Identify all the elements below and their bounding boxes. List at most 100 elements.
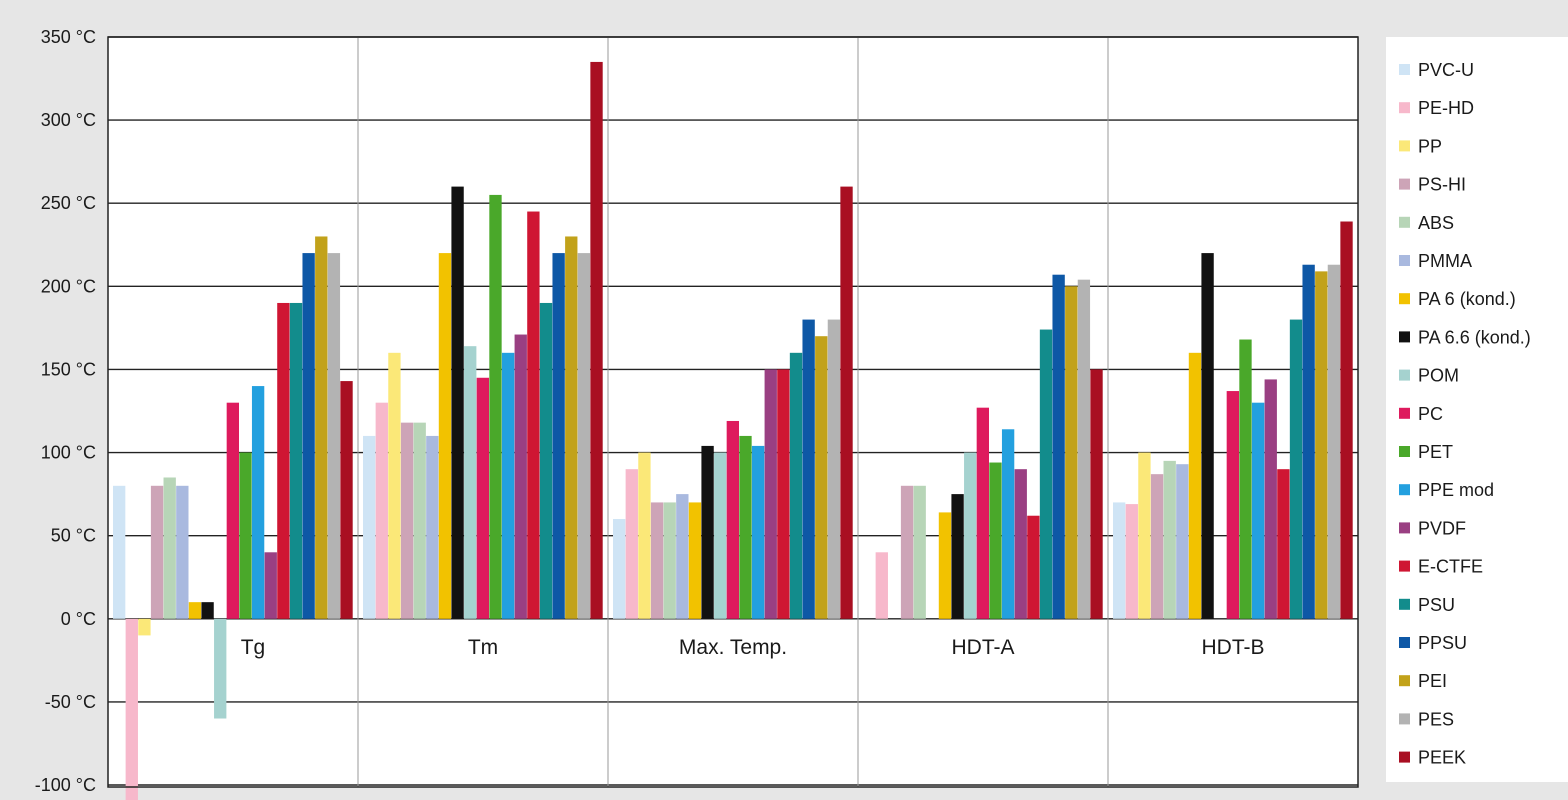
legend-label: ABS	[1418, 213, 1454, 233]
bar	[150, 485, 164, 619]
bar	[1315, 271, 1328, 619]
bar	[789, 352, 803, 619]
legend-swatch	[1399, 598, 1410, 610]
bar	[1150, 474, 1164, 619]
bars	[113, 61, 1353, 800]
y-tick-label: 100 °C	[41, 443, 96, 463]
bar	[214, 618, 227, 719]
bar	[302, 253, 315, 619]
bar	[1052, 274, 1065, 619]
bar	[1039, 329, 1053, 619]
bar	[714, 452, 727, 619]
bar	[539, 302, 553, 619]
legend-box	[1386, 37, 1568, 782]
legend-label: PVC-U	[1418, 60, 1474, 80]
legend-label: PPE mod	[1418, 480, 1494, 500]
bar	[125, 618, 138, 800]
bar	[638, 452, 651, 619]
bar	[1239, 339, 1252, 619]
bar	[1226, 391, 1240, 619]
category-label: HDT-B	[1202, 636, 1265, 659]
y-tick-label: 250 °C	[41, 193, 96, 213]
bar	[938, 512, 952, 619]
bar	[1277, 469, 1290, 619]
bar	[650, 502, 664, 619]
bar	[277, 302, 290, 619]
legend-label: E-CTFE	[1418, 557, 1483, 577]
legend-swatch	[1399, 140, 1410, 152]
bar	[413, 422, 426, 619]
bar	[163, 477, 176, 619]
legend-swatch	[1399, 293, 1410, 305]
bar	[1065, 286, 1078, 619]
legend-label: PEI	[1418, 671, 1447, 691]
x-axis-categories: Tg Tm Max. Temp. HDT-A HDT-B	[241, 636, 1265, 659]
legend-swatch	[1399, 407, 1410, 419]
y-tick-label: -50 °C	[45, 692, 96, 712]
bar	[989, 462, 1002, 619]
bar	[1302, 264, 1315, 619]
bar	[289, 302, 303, 619]
bar	[913, 485, 926, 619]
bar	[613, 519, 626, 619]
bar	[900, 485, 914, 619]
bar	[375, 402, 388, 619]
bar	[138, 618, 151, 636]
bar	[1163, 460, 1176, 619]
category-label: Tm	[468, 636, 498, 659]
bar	[340, 381, 353, 619]
bar	[239, 452, 252, 619]
bar	[527, 211, 540, 619]
bar	[1027, 515, 1040, 619]
legend-swatch	[1399, 713, 1410, 725]
legend-label: PMMA	[1418, 251, 1472, 271]
bar	[1327, 264, 1341, 619]
y-tick-label: 0 °C	[61, 609, 96, 629]
legend-swatch	[1399, 560, 1410, 572]
bar	[964, 452, 977, 619]
y-tick-label: 350 °C	[41, 27, 96, 47]
y-tick-label: 50 °C	[51, 526, 96, 546]
bar	[251, 386, 265, 619]
bar	[489, 194, 502, 619]
legend-label: PET	[1418, 442, 1453, 462]
legend-label: POM	[1418, 366, 1459, 386]
legend-swatch	[1399, 216, 1410, 228]
legend-swatch	[1399, 484, 1410, 496]
bar	[476, 377, 490, 619]
bar	[739, 435, 752, 619]
bar	[426, 435, 439, 619]
bar	[751, 445, 765, 619]
bar	[1264, 379, 1277, 619]
bar	[315, 236, 328, 619]
y-tick-label: 200 °C	[41, 276, 96, 296]
category-label: Tg	[241, 636, 266, 659]
bar	[1014, 469, 1027, 619]
legend-swatch	[1399, 331, 1410, 343]
y-tick-label: 300 °C	[41, 110, 96, 130]
legend-swatch	[1399, 675, 1410, 687]
bar	[1289, 319, 1303, 619]
legend-label: PE-HD	[1418, 98, 1474, 118]
bar	[327, 253, 341, 619]
legend-swatch	[1399, 522, 1410, 534]
bar	[438, 253, 452, 619]
bar	[176, 485, 189, 619]
bar	[951, 494, 964, 619]
y-tick-label: 150 °C	[41, 359, 96, 379]
bar	[1176, 464, 1189, 619]
legend-label: PEEK	[1418, 748, 1466, 768]
bar	[501, 352, 515, 619]
bar	[1077, 279, 1091, 619]
bar	[590, 61, 603, 619]
legend-label: PPSU	[1418, 633, 1467, 653]
bar	[188, 602, 202, 619]
bar	[827, 319, 841, 619]
legend-swatch	[1399, 369, 1410, 381]
legend-swatch	[1399, 637, 1410, 648]
legend: PVC-U PE-HD PP PS-HI ABS PMMA PA 6 (kond.) PA 6…	[1399, 60, 1531, 768]
bar	[363, 435, 376, 619]
bar	[577, 253, 591, 619]
legend-label: PVDF	[1418, 518, 1466, 538]
